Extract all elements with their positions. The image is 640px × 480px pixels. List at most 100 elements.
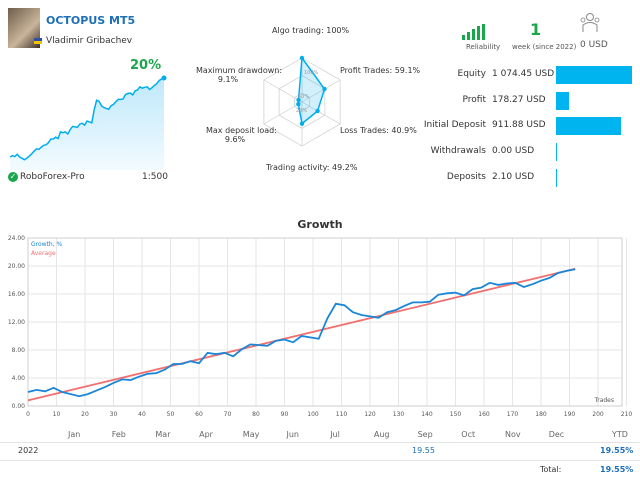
radar-point xyxy=(315,108,320,114)
month-header: Mar xyxy=(155,430,171,439)
month-header: Feb xyxy=(111,430,126,439)
y-tick-label: 0.00 xyxy=(12,403,26,410)
radar-ring-label-20: 20% xyxy=(296,108,307,114)
legend-average: Average xyxy=(31,250,56,257)
y-tick-label: 4.00 xyxy=(12,375,26,382)
radar-point xyxy=(322,86,327,92)
y-tick-label: 24.00 xyxy=(8,235,25,242)
radar-label-algo: Algo trading: 100% xyxy=(272,26,350,35)
stat-value: 2.10 USD xyxy=(492,172,535,182)
x-tick-label: 210 xyxy=(621,411,633,418)
radar-spoke xyxy=(301,101,341,125)
x-tick-label: 10 xyxy=(53,411,61,418)
x-tick-label: 170 xyxy=(507,411,519,418)
stat-bar xyxy=(556,66,632,84)
radar-label-max-dd-line2: 9.1% xyxy=(217,75,239,84)
month-header: Sep xyxy=(417,430,433,439)
month-header: Oct xyxy=(461,430,476,439)
chart-title: Growth xyxy=(297,218,343,231)
x-tick-label: 160 xyxy=(478,411,490,418)
radar-point xyxy=(299,55,305,61)
growth-percent: 20% xyxy=(130,58,162,73)
x-tick-label: 0 xyxy=(26,411,30,418)
mini-growth-chart xyxy=(9,75,167,170)
plot-frame xyxy=(27,237,623,407)
subscribers-value: 0 USD xyxy=(580,40,608,50)
growth-line xyxy=(27,268,576,398)
x-tick-label: 110 xyxy=(336,411,348,418)
month-header: Jul xyxy=(330,430,340,439)
x-tick-label: 130 xyxy=(393,411,405,418)
x-tick-label: 180 xyxy=(535,411,547,418)
average-line xyxy=(27,267,576,402)
age-label: week (since 2022) xyxy=(512,43,577,51)
radar-spoke xyxy=(263,101,303,125)
month-header: May xyxy=(242,430,260,439)
growth-chart: 0 10 20 30 40 50 60 70 80 90 100 110 120 130 140 150 160… xyxy=(8,235,633,418)
radar-point xyxy=(296,101,301,107)
x-tick-label: 40 xyxy=(138,411,146,418)
verified-check-icon: ✓ xyxy=(8,172,18,182)
month-header-row: Jan Feb Mar Apr May Jun Jul Aug Sep Oct Nov Dec YTD xyxy=(0,428,640,442)
month-header: Aug xyxy=(373,430,390,439)
y-tick-label: 20.00 xyxy=(8,263,25,270)
radar-label-max-dd-line1: Maximum drawdown: xyxy=(196,66,283,75)
radar-ring-label-100: 100% xyxy=(304,70,319,76)
stat-value: 0.00 USD xyxy=(492,146,535,156)
x-tick-label: 60 xyxy=(195,411,203,418)
stat-label: Deposits xyxy=(446,172,486,182)
stat-value: 178.27 USD xyxy=(492,95,546,105)
x-tick-label: 140 xyxy=(421,411,433,418)
table-sep-value[interactable]: 19.55 xyxy=(412,446,435,455)
month-header: Jan xyxy=(68,430,81,439)
x-tick-label: 50 xyxy=(167,411,175,418)
table-divider-2 xyxy=(0,460,640,461)
radar-label-max-load: Max deposit load: 9.6% xyxy=(206,126,277,144)
x-axis-label: Trades xyxy=(593,397,614,404)
reliability-label: Reliability xyxy=(466,43,501,51)
stat-bar xyxy=(556,117,621,135)
stat-label: Profit xyxy=(462,95,486,105)
stat-value: 911.88 USD xyxy=(492,120,546,130)
total-value: 19.55% xyxy=(600,465,634,474)
signal-title[interactable]: OCTOPUS MT5 xyxy=(46,14,136,27)
x-tick-label: 120 xyxy=(364,411,376,418)
stat-value: 1 074.45 USD xyxy=(492,69,555,79)
stat-bar xyxy=(556,92,569,110)
leverage: 1:500 xyxy=(142,172,168,182)
age-value: 1 xyxy=(530,20,542,39)
mini-growth-line xyxy=(9,77,165,161)
x-tick-label: 70 xyxy=(224,411,232,418)
mini-growth-endpoint xyxy=(161,75,167,81)
broker-name[interactable]: RoboForex-Pro xyxy=(20,172,85,182)
x-tick-label: 30 xyxy=(110,411,118,418)
month-header: Dec xyxy=(548,430,565,439)
table-divider xyxy=(0,442,640,443)
reliability-bars-icon xyxy=(462,24,485,40)
y-tick-label: 12.00 xyxy=(8,319,25,326)
radar-label-max-load-line1: Max deposit load: xyxy=(206,126,277,135)
month-header: Nov xyxy=(505,430,521,439)
radar-ring-label-60: 60% xyxy=(298,94,309,100)
month-header: YTD xyxy=(612,430,628,439)
radar-point xyxy=(296,97,301,103)
radar-spoke xyxy=(301,79,341,103)
radar-point xyxy=(299,121,305,126)
table-year: 2022 xyxy=(18,446,39,455)
x-tick-label: 20 xyxy=(81,411,89,418)
radar-label-max-load-line2: 9.6% xyxy=(224,135,246,144)
radar-label-loss-trades: Loss Trades: 40.9% xyxy=(340,126,417,135)
x-tick-label: 150 xyxy=(450,411,462,418)
y-tick-label: 16.00 xyxy=(8,291,25,298)
stat-label: Initial Deposit xyxy=(423,120,486,130)
radar-label-activity: Trading activity: 49.2% xyxy=(266,163,358,172)
stat-bar xyxy=(556,143,557,161)
y-tick-label: 8.00 xyxy=(12,347,26,354)
month-header: Apr xyxy=(199,430,213,439)
x-tick-label: 100 xyxy=(307,411,319,418)
radar-grid xyxy=(263,57,341,147)
total-label: Total: xyxy=(540,465,562,474)
radar-label-profit-trades: Profit Trades: 59.1% xyxy=(340,66,421,75)
country-flag-icon xyxy=(34,38,42,44)
author-name[interactable]: Vladimir Gribachev xyxy=(46,36,133,46)
